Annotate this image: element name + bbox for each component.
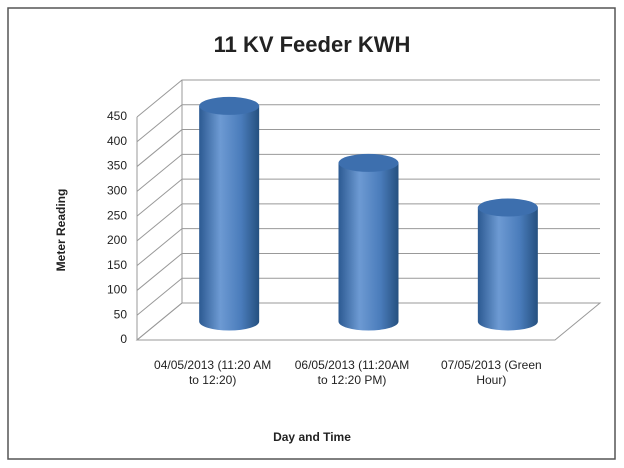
grid-line	[136, 252, 600, 291]
y-tick-label: 300	[107, 184, 127, 198]
y-tick-label: 200	[107, 233, 127, 247]
y-tick-label: 450	[107, 109, 127, 123]
grid-line	[136, 178, 600, 217]
y-tick-label: 350	[107, 159, 127, 173]
cylinder-top	[477, 198, 538, 217]
grid-line	[136, 104, 600, 143]
cylinder-body	[199, 105, 260, 331]
y-tick-label: 250	[107, 208, 127, 222]
grid-line	[136, 153, 600, 192]
grid-line	[136, 228, 600, 267]
cylinder	[338, 153, 399, 331]
cylinder-body	[338, 162, 399, 331]
cylinder	[199, 96, 260, 331]
x-tick-label: 04/05/2013 (11:20 AM to 12:20)	[154, 358, 272, 387]
x-tick-label: 06/05/2013 (11:20AM to 12:20 PM)	[294, 358, 410, 387]
grid-line	[136, 129, 600, 167]
y-axis-label: Meter Reading	[54, 189, 68, 272]
cylinder	[477, 198, 538, 331]
grid-line	[136, 302, 600, 341]
y-tick-label: 400	[107, 134, 127, 148]
grid-line	[136, 79, 600, 118]
grid-line	[136, 203, 600, 242]
x-axis-label: Day and Time	[273, 430, 351, 444]
grid-line	[136, 277, 600, 316]
y-tick-label: 50	[114, 307, 128, 321]
cylinder-body	[477, 207, 538, 331]
x-tick-label: 07/05/2013 (Green Hour)	[440, 358, 542, 387]
cylinder-top	[199, 96, 260, 115]
y-tick-label: 0	[120, 332, 127, 346]
y-tick-label: 100	[107, 283, 127, 297]
chart-title: 11 KV Feeder KWH	[214, 32, 411, 57]
y-tick-label: 150	[107, 258, 127, 272]
cylinder-top	[338, 153, 399, 172]
